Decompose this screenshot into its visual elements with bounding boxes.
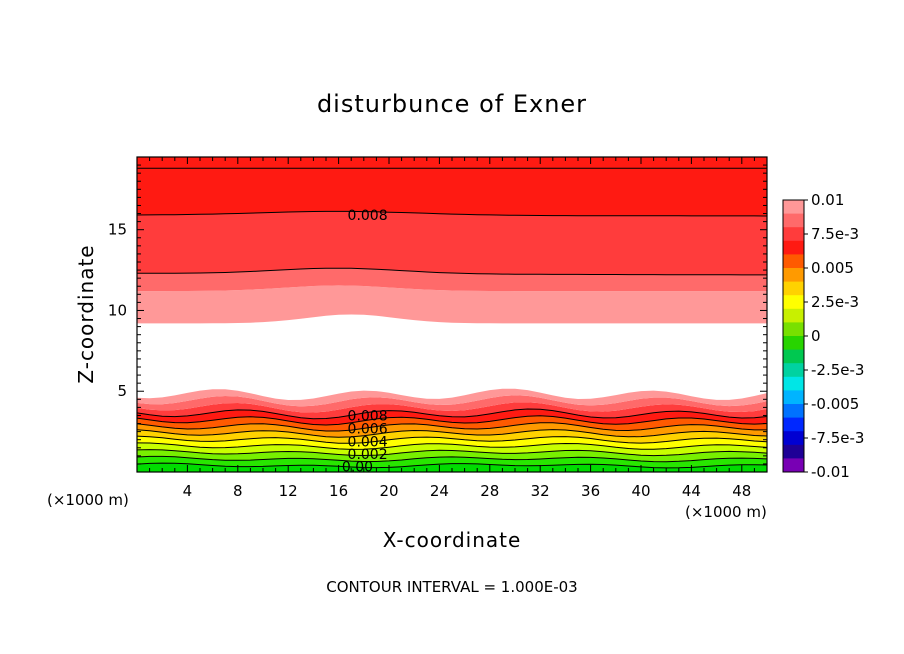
upper-band-0 bbox=[137, 285, 767, 324]
x-tick-label: 20 bbox=[379, 482, 398, 500]
colorbar-swatch bbox=[783, 376, 804, 391]
x-tick-label: 40 bbox=[631, 482, 650, 500]
colorbar-tick-label: 0.005 bbox=[811, 259, 854, 277]
colorbar-swatch bbox=[783, 458, 804, 473]
lower-band-3 bbox=[137, 442, 767, 456]
upper-contour-line-0 bbox=[137, 267, 767, 276]
contour-interval-note: CONTOUR INTERVAL = 1.000E-03 bbox=[326, 578, 577, 596]
contour-label: 0.002 bbox=[348, 447, 388, 463]
lower-band-0 bbox=[137, 463, 767, 472]
y-axis-ticks: 5 10 15 bbox=[108, 156, 767, 473]
x-tick-label: 32 bbox=[531, 482, 550, 500]
colorbar-swatch bbox=[783, 417, 804, 432]
x-tick-label: 28 bbox=[480, 482, 499, 500]
colorbar-swatch bbox=[783, 404, 804, 419]
colorbar-swatch bbox=[783, 268, 804, 283]
upper-band-top bbox=[137, 157, 767, 169]
contour-label: 0.004 bbox=[348, 434, 388, 450]
x-tick-label: 16 bbox=[329, 482, 348, 500]
colorbar-tick-label: 0.01 bbox=[811, 191, 844, 209]
colorbar-tick-label: -0.005 bbox=[811, 395, 859, 413]
x-tick-label: 24 bbox=[430, 482, 449, 500]
colorbar-swatch bbox=[783, 213, 804, 228]
y-axis-title: Z-coordinate bbox=[74, 244, 98, 383]
x-unit-right: (×1000 m) bbox=[685, 503, 767, 521]
contour-label: 0.008 bbox=[348, 208, 388, 224]
colorbar: 0.01 7.5e-3 0.005 2.5e-3 0 -2.5e-3 -0.005 -7.5e… bbox=[782, 191, 864, 481]
colorbar-swatch bbox=[783, 363, 804, 378]
x-tick-label: 4 bbox=[183, 482, 193, 500]
upper-contour-line-1 bbox=[136, 210, 768, 217]
upper-band-2 bbox=[137, 211, 767, 275]
x-tick-label: 44 bbox=[682, 482, 701, 500]
colorbar-swatch bbox=[783, 431, 804, 446]
colorbar-tick-label: -0.01 bbox=[811, 463, 850, 481]
lower-contour-line-8 bbox=[136, 415, 768, 426]
chart-title: disturbunce of Exner bbox=[317, 90, 587, 118]
colorbar-tick-label: 0 bbox=[811, 327, 821, 345]
colorbar-swatch bbox=[783, 295, 804, 310]
x-tick-label: 8 bbox=[233, 482, 243, 500]
y-tick-label: 5 bbox=[117, 382, 127, 400]
colorbar-swatch bbox=[783, 254, 804, 269]
colorbar-swatch bbox=[783, 390, 804, 405]
lower-band-11 bbox=[137, 388, 767, 407]
lower-contour-line-4 bbox=[136, 442, 768, 450]
lower-contour-line-1 bbox=[136, 462, 768, 469]
lower-contour-line-9 bbox=[136, 408, 768, 420]
y-tick-label: 10 bbox=[108, 301, 127, 319]
lower-contour-line-5 bbox=[136, 435, 768, 444]
colorbar-swatch bbox=[783, 349, 804, 364]
colorbar-tick-label: 2.5e-3 bbox=[811, 293, 859, 311]
colorbar-swatch bbox=[783, 227, 804, 242]
x-tick-label: 36 bbox=[581, 482, 600, 500]
colorbar-swatch bbox=[783, 336, 804, 351]
lower-band-6 bbox=[137, 422, 767, 438]
x-axis-title: X-coordinate bbox=[383, 528, 522, 552]
x-unit-left: (×1000 m) bbox=[47, 491, 129, 509]
y-tick-label: 15 bbox=[108, 221, 127, 239]
colorbar-swatch bbox=[783, 308, 804, 323]
contour-label: 0.006 bbox=[348, 421, 388, 437]
contour-label: 0.008 bbox=[348, 408, 388, 424]
x-tick-label: 48 bbox=[732, 482, 751, 500]
colorbar-swatch bbox=[783, 240, 804, 255]
upper-band-1 bbox=[137, 268, 767, 292]
lower-band-10 bbox=[137, 395, 767, 413]
colorbar-swatch bbox=[783, 444, 804, 459]
colorbar-swatch bbox=[783, 200, 804, 215]
colorbar-swatch bbox=[783, 322, 804, 337]
x-tick-label: 12 bbox=[279, 482, 298, 500]
lower-contour-line-2 bbox=[136, 455, 768, 463]
lower-contour-line-6 bbox=[136, 429, 768, 438]
x-axis-ticks: 4 8 12 16 20 24 28 32 36 40 44 48 bbox=[136, 157, 768, 500]
lower-contour-line-3 bbox=[136, 449, 768, 457]
colorbar-tick-label: -2.5e-3 bbox=[811, 361, 864, 379]
colorbar-swatch bbox=[783, 281, 804, 296]
colorbar-tick-label: 7.5e-3 bbox=[811, 225, 859, 243]
contour-label: 0.00 bbox=[342, 459, 373, 475]
lower-contour-line-7 bbox=[136, 422, 767, 432]
lower-band-9 bbox=[137, 402, 767, 419]
colorbar-tick-label: -7.5e-3 bbox=[811, 429, 864, 447]
upper-band-3 bbox=[137, 168, 767, 216]
